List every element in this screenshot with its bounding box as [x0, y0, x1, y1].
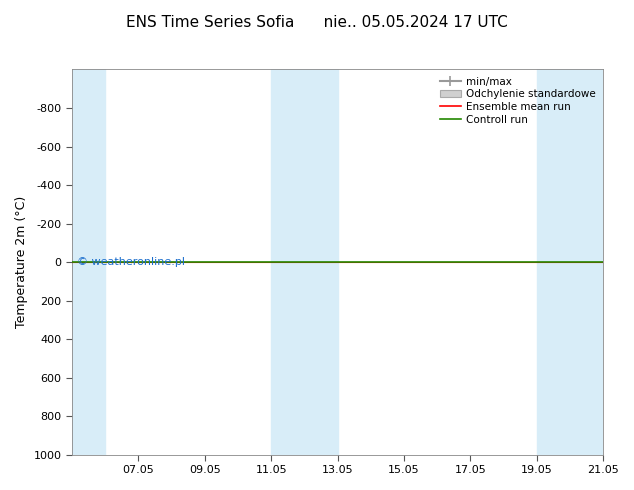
Y-axis label: Temperature 2m (°C): Temperature 2m (°C)	[15, 196, 28, 328]
Bar	[72, 70, 105, 455]
Legend: min/max, Odchylenie standardowe, Ensemble mean run, Controll run: min/max, Odchylenie standardowe, Ensembl…	[438, 74, 598, 127]
Bar	[271, 70, 337, 455]
Text: © weatheronline.pl: © weatheronline.pl	[77, 257, 185, 267]
Text: ENS Time Series Sofia      nie.. 05.05.2024 17 UTC: ENS Time Series Sofia nie.. 05.05.2024 1…	[126, 15, 508, 30]
Bar	[537, 70, 603, 455]
